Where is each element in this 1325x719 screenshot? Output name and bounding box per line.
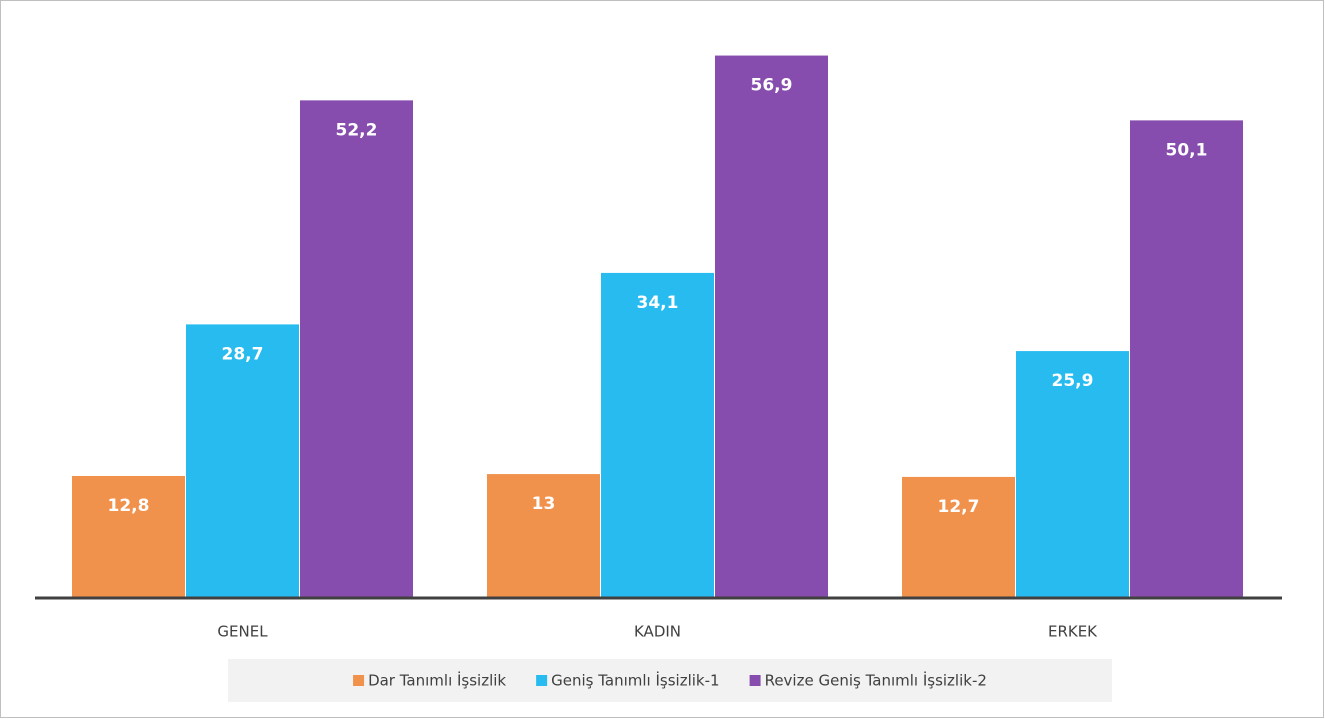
data-label: 50,1 — [1166, 140, 1208, 160]
data-label: 12,8 — [108, 496, 150, 516]
bar — [902, 476, 1015, 598]
legend-label: Geniş Tanımlı İşsizlik-1 — [551, 671, 719, 690]
legend-swatch — [536, 675, 548, 686]
data-label: 25,9 — [1052, 371, 1094, 391]
bar — [1130, 120, 1243, 598]
x-tick-label: ERKEK — [1048, 623, 1098, 641]
bar — [715, 55, 828, 598]
data-label: 13 — [532, 494, 556, 514]
data-label: 56,9 — [751, 76, 793, 96]
bar — [186, 324, 299, 598]
data-label: 12,7 — [938, 497, 980, 517]
legend-label: Dar Tanımlı İşsizlik — [368, 671, 506, 690]
data-label: 28,7 — [222, 344, 264, 364]
x-tick-label: KADIN — [634, 623, 681, 641]
bar — [601, 272, 714, 598]
data-label: 52,2 — [336, 120, 378, 140]
bar — [1016, 351, 1129, 598]
bar — [300, 100, 413, 599]
legend-label: Revize Geniş Tanımlı İşsizlik-2 — [765, 671, 987, 690]
bar — [487, 474, 600, 598]
x-tick-label: GENEL — [217, 623, 268, 641]
legend-swatch — [353, 675, 365, 686]
legend-swatch — [749, 675, 761, 686]
bar — [72, 475, 185, 598]
data-label: 34,1 — [637, 293, 679, 313]
legend-box — [228, 659, 1112, 702]
